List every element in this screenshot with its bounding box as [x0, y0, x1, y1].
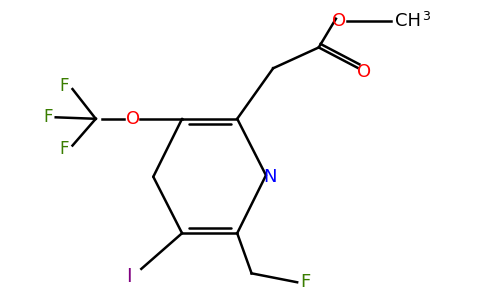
Text: I: I — [126, 267, 132, 286]
Text: 3: 3 — [422, 10, 430, 23]
Text: F: F — [300, 273, 310, 291]
Text: O: O — [126, 110, 140, 128]
Text: F: F — [43, 108, 53, 126]
Text: N: N — [263, 168, 277, 186]
Text: F: F — [60, 77, 69, 95]
Text: O: O — [357, 63, 372, 81]
Text: CH: CH — [395, 12, 422, 30]
Text: O: O — [332, 12, 346, 30]
Text: F: F — [60, 140, 69, 158]
